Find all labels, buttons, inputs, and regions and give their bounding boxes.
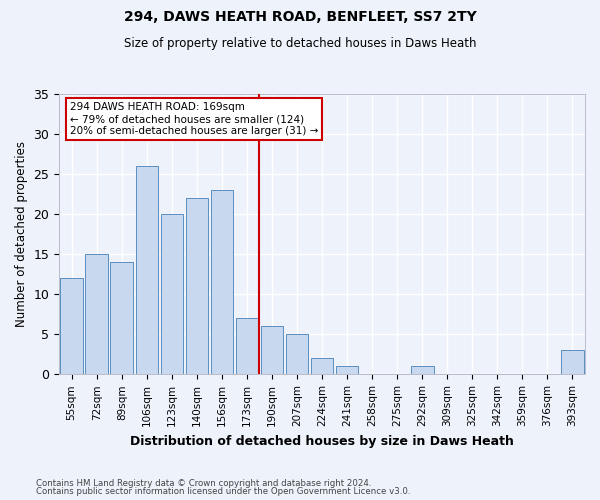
Bar xyxy=(336,366,358,374)
Text: Contains HM Land Registry data © Crown copyright and database right 2024.: Contains HM Land Registry data © Crown c… xyxy=(36,478,371,488)
Bar xyxy=(110,262,133,374)
Bar xyxy=(185,198,208,374)
Bar xyxy=(61,278,83,374)
Bar xyxy=(311,358,334,374)
Bar xyxy=(136,166,158,374)
Y-axis label: Number of detached properties: Number of detached properties xyxy=(15,141,28,327)
Text: Size of property relative to detached houses in Daws Heath: Size of property relative to detached ho… xyxy=(124,38,476,51)
Text: Contains public sector information licensed under the Open Government Licence v3: Contains public sector information licen… xyxy=(36,487,410,496)
Bar xyxy=(261,326,283,374)
Bar xyxy=(561,350,584,374)
X-axis label: Distribution of detached houses by size in Daws Heath: Distribution of detached houses by size … xyxy=(130,434,514,448)
Bar xyxy=(85,254,108,374)
Bar xyxy=(236,318,258,374)
Text: 294, DAWS HEATH ROAD, BENFLEET, SS7 2TY: 294, DAWS HEATH ROAD, BENFLEET, SS7 2TY xyxy=(124,10,476,24)
Bar xyxy=(211,190,233,374)
Text: 294 DAWS HEATH ROAD: 169sqm
← 79% of detached houses are smaller (124)
20% of se: 294 DAWS HEATH ROAD: 169sqm ← 79% of det… xyxy=(70,102,318,136)
Bar xyxy=(411,366,434,374)
Bar xyxy=(286,334,308,374)
Bar xyxy=(161,214,183,374)
